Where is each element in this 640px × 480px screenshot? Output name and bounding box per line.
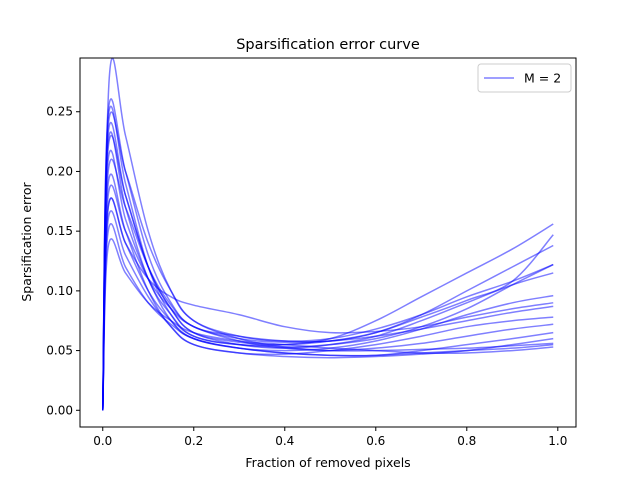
legend: M = 2 — [477, 63, 572, 93]
y-tick-label: 0.10 — [46, 284, 73, 298]
x-axis-label: Fraction of removed pixels — [245, 455, 410, 470]
y-axis-ticks: 0.00 0.05 0.10 0.15 0.20 0.25 — [46, 105, 80, 417]
x-tick-label: 1.0 — [548, 434, 567, 448]
y-tick-label: 0.15 — [46, 224, 73, 238]
series-line-2 — [102, 98, 554, 411]
series-line-16 — [102, 197, 554, 411]
series-line-15 — [102, 238, 554, 411]
legend-box — [477, 63, 572, 93]
series-line-7 — [102, 134, 554, 411]
x-tick-label: 0.6 — [366, 434, 385, 448]
series-line-9 — [102, 158, 554, 411]
x-tick-label: 0.4 — [275, 434, 294, 448]
series-line-4 — [102, 111, 554, 411]
chart-title: Sparsification error curve — [236, 37, 420, 53]
x-tick-label: 0.0 — [93, 434, 112, 448]
x-tick-label: 0.2 — [184, 434, 203, 448]
y-tick-label: 0.05 — [46, 344, 73, 358]
plot-lines — [102, 57, 554, 411]
x-tick-label: 0.8 — [457, 434, 476, 448]
y-tick-label: 0.25 — [46, 105, 73, 119]
x-axis-ticks: 0.0 0.2 0.4 0.6 0.8 1.0 — [93, 427, 567, 448]
series-line-14 — [102, 222, 554, 411]
legend-entry-label: M = 2 — [524, 71, 561, 86]
plot-frame — [79, 57, 577, 428]
y-axis-label: Sparsification error — [19, 182, 34, 302]
y-tick-label: 0.00 — [46, 403, 73, 417]
y-tick-label: 0.20 — [46, 164, 73, 178]
